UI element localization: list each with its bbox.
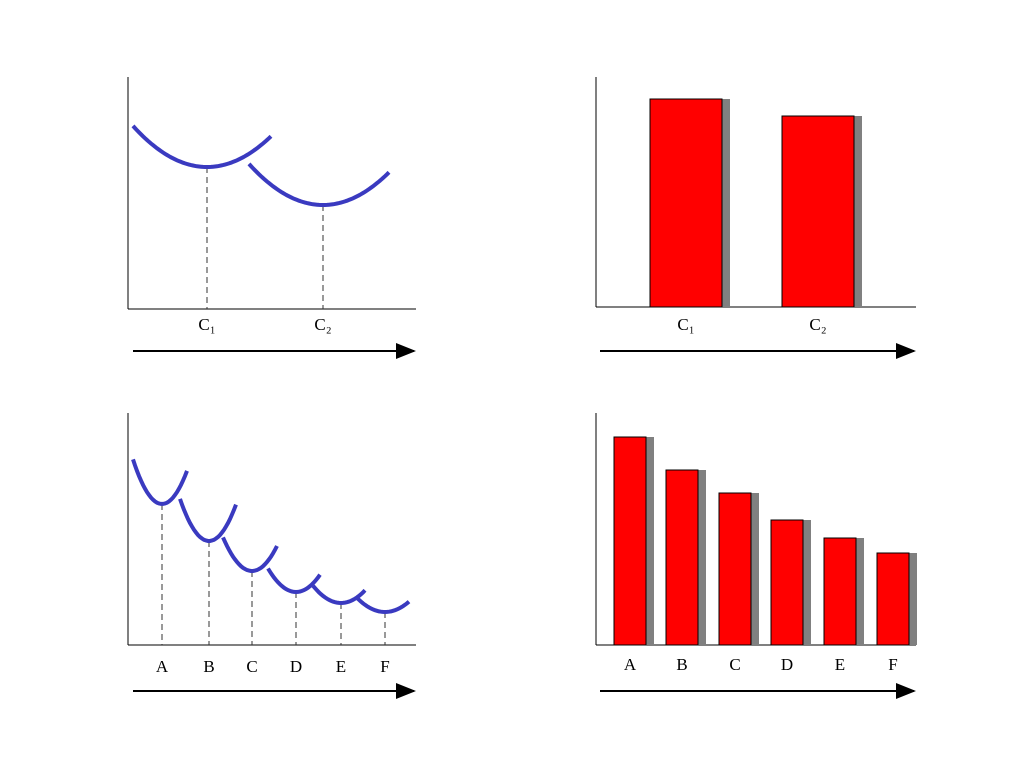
bar — [770, 519, 804, 646]
x-label: C₁ — [677, 315, 694, 334]
x-label: C — [246, 657, 257, 676]
bar — [665, 469, 699, 646]
cost-curve — [221, 536, 279, 573]
cost-curve — [266, 567, 322, 595]
x-label: E — [336, 657, 346, 676]
x-label: A — [624, 655, 637, 674]
bar — [823, 537, 857, 646]
bar — [781, 115, 855, 308]
x-label: D — [290, 657, 302, 676]
cost-curve — [247, 162, 391, 207]
cost-curve — [131, 124, 273, 169]
x-label: F — [888, 655, 897, 674]
x-label: B — [676, 655, 687, 674]
bar — [613, 436, 647, 646]
bar — [718, 492, 752, 646]
cost-curve — [178, 498, 238, 543]
x-label: C — [729, 655, 740, 674]
cost-curve — [131, 458, 189, 506]
bar — [649, 98, 723, 308]
bar — [876, 552, 910, 646]
cost-curve — [311, 584, 367, 606]
cost-curve — [355, 596, 411, 615]
x-label: E — [835, 655, 845, 674]
x-label: C₂ — [809, 315, 826, 334]
x-label: C₂ — [314, 315, 331, 334]
x-label: B — [203, 657, 214, 676]
x-label: F — [380, 657, 389, 676]
x-label: D — [781, 655, 793, 674]
arrows — [133, 343, 916, 699]
x-label: A — [156, 657, 169, 676]
x-label: C₁ — [198, 315, 215, 334]
